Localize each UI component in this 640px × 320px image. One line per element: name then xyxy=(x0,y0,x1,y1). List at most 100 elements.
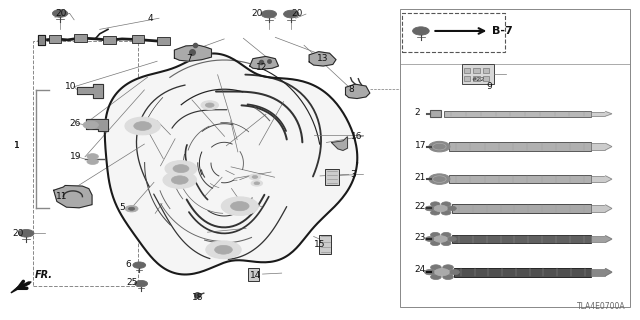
Text: 2: 2 xyxy=(415,108,420,117)
Text: 16: 16 xyxy=(351,132,362,140)
Circle shape xyxy=(431,210,440,215)
Circle shape xyxy=(19,229,34,237)
Text: 20: 20 xyxy=(291,9,303,18)
Bar xyxy=(464,76,470,81)
Bar xyxy=(473,76,479,81)
Text: 21: 21 xyxy=(415,173,426,182)
Text: FR.: FR. xyxy=(35,270,52,280)
Bar xyxy=(454,268,591,276)
Circle shape xyxy=(133,262,146,268)
Text: 8: 8 xyxy=(349,85,355,94)
Polygon shape xyxy=(11,282,31,293)
Circle shape xyxy=(87,154,99,159)
Circle shape xyxy=(135,280,148,287)
Circle shape xyxy=(165,161,197,177)
Bar xyxy=(483,68,489,73)
Circle shape xyxy=(129,207,135,210)
Polygon shape xyxy=(174,45,211,61)
Circle shape xyxy=(425,236,435,241)
Polygon shape xyxy=(346,84,370,99)
Bar xyxy=(49,35,61,43)
Text: 23: 23 xyxy=(415,233,426,242)
Polygon shape xyxy=(332,137,348,150)
Circle shape xyxy=(447,206,456,211)
Bar xyxy=(132,36,145,44)
Text: 9: 9 xyxy=(486,82,492,91)
Bar xyxy=(591,111,605,116)
Bar xyxy=(473,68,479,73)
Polygon shape xyxy=(86,119,108,131)
Bar xyxy=(74,34,87,42)
Bar xyxy=(319,235,332,254)
Circle shape xyxy=(284,10,299,18)
Bar xyxy=(452,235,591,243)
Bar xyxy=(591,268,605,276)
Bar xyxy=(462,64,493,84)
Bar xyxy=(591,236,605,242)
Circle shape xyxy=(214,245,232,254)
Circle shape xyxy=(442,210,451,215)
Text: 1: 1 xyxy=(13,141,19,150)
Text: 11: 11 xyxy=(56,192,67,201)
Bar xyxy=(430,110,441,117)
Bar xyxy=(33,41,138,286)
Bar xyxy=(591,205,605,212)
Text: 1: 1 xyxy=(13,141,19,150)
Polygon shape xyxy=(605,236,612,242)
Text: B-7: B-7 xyxy=(492,26,513,36)
Circle shape xyxy=(125,205,138,212)
Circle shape xyxy=(442,202,451,207)
Circle shape xyxy=(52,10,68,17)
Circle shape xyxy=(442,241,451,246)
Circle shape xyxy=(424,269,435,275)
Bar xyxy=(591,176,605,182)
Circle shape xyxy=(413,27,429,35)
Circle shape xyxy=(431,241,440,246)
Circle shape xyxy=(252,176,258,178)
Text: 3: 3 xyxy=(351,170,356,179)
Polygon shape xyxy=(250,56,278,69)
Text: 15: 15 xyxy=(314,240,325,249)
Circle shape xyxy=(249,174,260,180)
Text: 6: 6 xyxy=(126,260,132,269)
Bar xyxy=(449,142,591,151)
Circle shape xyxy=(205,103,214,107)
Circle shape xyxy=(443,274,453,280)
Bar xyxy=(325,169,339,185)
Text: 24: 24 xyxy=(415,265,426,275)
Circle shape xyxy=(435,268,449,276)
Text: 10: 10 xyxy=(65,82,76,91)
Text: 26: 26 xyxy=(70,119,81,128)
Text: 14: 14 xyxy=(250,271,261,280)
Polygon shape xyxy=(605,143,612,150)
Text: TLA4E0700A: TLA4E0700A xyxy=(577,302,625,311)
Circle shape xyxy=(252,180,262,186)
Text: 18: 18 xyxy=(192,292,204,301)
Bar xyxy=(444,111,591,117)
Circle shape xyxy=(261,10,276,18)
Text: 20: 20 xyxy=(252,9,263,18)
Circle shape xyxy=(87,159,99,164)
Circle shape xyxy=(83,121,99,129)
Circle shape xyxy=(134,122,152,130)
Text: 17: 17 xyxy=(415,140,426,149)
Circle shape xyxy=(449,269,460,275)
Circle shape xyxy=(431,265,441,270)
Text: 22: 22 xyxy=(415,202,426,211)
Polygon shape xyxy=(605,205,612,212)
Bar xyxy=(483,76,489,81)
Bar xyxy=(464,68,470,73)
Polygon shape xyxy=(309,52,336,66)
Circle shape xyxy=(163,172,196,188)
Circle shape xyxy=(201,101,218,109)
Bar xyxy=(449,175,591,183)
Bar xyxy=(103,36,116,44)
Text: 4: 4 xyxy=(148,14,153,23)
Bar xyxy=(591,143,605,150)
Text: 13: 13 xyxy=(317,53,328,62)
Circle shape xyxy=(221,197,259,215)
Text: 20: 20 xyxy=(12,229,24,238)
Text: 20: 20 xyxy=(55,9,67,18)
Polygon shape xyxy=(38,35,45,45)
Circle shape xyxy=(434,205,447,212)
